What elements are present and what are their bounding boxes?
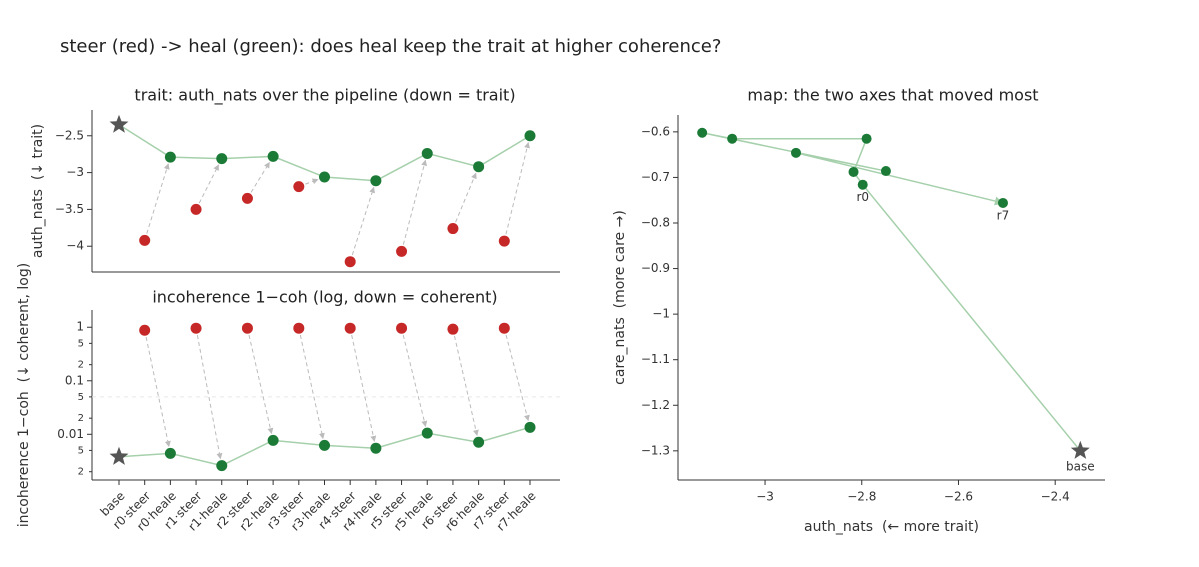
steer-marker xyxy=(344,256,356,268)
transition-arrow xyxy=(305,178,319,185)
x-tick-label: −2.6 xyxy=(944,490,973,504)
transition-arrow xyxy=(299,334,325,440)
heal-marker xyxy=(473,161,485,173)
y-tick-label: 5 xyxy=(78,338,84,349)
y-tick-label: −1.1 xyxy=(641,352,670,366)
transition-arrow xyxy=(198,164,220,204)
y-tick-label: −1 xyxy=(652,307,670,321)
y-tick-label: 2 xyxy=(78,467,84,478)
y-tick-label: −0.9 xyxy=(641,261,670,275)
subplot-title: incoherence 1−coh (log, down = coherent) xyxy=(152,288,497,307)
heal-marker xyxy=(421,427,433,439)
steer-marker xyxy=(447,223,459,235)
transition-arrow xyxy=(455,172,477,223)
steer-marker xyxy=(190,322,202,334)
heal-marker xyxy=(216,460,228,472)
transition-arrow xyxy=(196,334,223,460)
y-tick-label: −1.2 xyxy=(641,398,670,412)
x-axis-title: auth_nats (← more trait) xyxy=(804,519,979,535)
figure-title: steer (red) -> heal (green): does heal k… xyxy=(60,36,721,57)
y-tick-label: 5 xyxy=(78,392,84,403)
steer-marker xyxy=(447,323,459,335)
y-tick-label: −0.6 xyxy=(641,124,670,138)
point-label: r0 xyxy=(856,190,869,204)
y-tick-label: −3 xyxy=(66,165,84,179)
transition-arrow xyxy=(145,336,171,448)
y-axis-title: incoherence 1−coh (↓ coherent, log) xyxy=(16,263,32,527)
base-marker xyxy=(1070,440,1090,459)
x-tick-label: −3 xyxy=(756,490,774,504)
subplot-title: trait: auth_nats over the pipeline (down… xyxy=(134,86,515,106)
heal-marker xyxy=(421,147,433,159)
y-tick-label: 0.01 xyxy=(57,427,84,441)
heal-marker xyxy=(319,171,330,183)
steer-marker xyxy=(241,192,253,204)
heal-marker xyxy=(857,179,868,190)
transition-arrow xyxy=(505,141,530,235)
base-marker xyxy=(109,114,129,133)
steer-marker xyxy=(498,322,510,334)
y-axis-title: care_nats (more care →) xyxy=(612,210,628,385)
y-tick-label: −3.5 xyxy=(55,202,84,216)
trajectory-line xyxy=(702,132,1081,452)
steer-marker xyxy=(344,322,356,334)
heal-marker xyxy=(267,150,279,162)
steer-marker xyxy=(139,324,151,336)
transition-arrow xyxy=(454,335,479,437)
y-tick-label: 2 xyxy=(78,413,84,424)
y-axis-title: auth_nats (↓ trait) xyxy=(30,124,46,258)
steer-marker xyxy=(498,235,510,247)
steer-marker xyxy=(190,203,202,215)
heal-marker xyxy=(267,434,279,446)
y-tick-label: −0.7 xyxy=(641,170,670,184)
point-label: base xyxy=(1066,459,1095,473)
y-tick-label: −2.5 xyxy=(55,128,84,142)
heal-marker xyxy=(473,436,485,448)
heal-marker xyxy=(164,151,176,163)
heal-marker xyxy=(216,153,228,165)
steer-marker xyxy=(293,322,305,334)
heal-marker xyxy=(164,447,176,459)
subplot-title: map: the two axes that moved most xyxy=(747,86,1038,105)
y-tick-label: 5 xyxy=(78,445,84,456)
transition-arrow xyxy=(351,334,377,442)
heal-marker xyxy=(861,133,872,144)
base-marker xyxy=(109,446,129,465)
transition-arrow xyxy=(146,163,170,234)
heal-marker xyxy=(697,127,708,138)
y-tick-label: 0.1 xyxy=(65,373,84,387)
x-tick-label: −2.4 xyxy=(1041,490,1070,504)
y-tick-label: 1 xyxy=(76,320,84,334)
y-tick-label: −1.3 xyxy=(641,443,670,457)
heal-marker xyxy=(370,175,382,187)
steer-marker xyxy=(241,322,253,334)
point-label: r7 xyxy=(997,208,1010,222)
steer-marker xyxy=(396,245,408,257)
heal-marker xyxy=(997,197,1008,208)
transition-arrow xyxy=(250,161,270,193)
y-tick-label: 2 xyxy=(78,360,84,371)
steer-marker xyxy=(396,322,408,334)
y-tick-label: −4 xyxy=(66,239,84,253)
steer-marker xyxy=(293,181,305,193)
heal-marker xyxy=(319,439,330,451)
transition-arrow xyxy=(402,334,428,427)
heal-marker xyxy=(790,147,801,158)
transition-arrow xyxy=(505,334,530,422)
heal-marker xyxy=(524,421,536,433)
transition-arrow xyxy=(402,159,428,245)
heal-marker xyxy=(370,442,382,454)
heal-marker xyxy=(524,130,536,142)
steer-marker xyxy=(139,234,151,246)
transition-arrow xyxy=(351,186,375,256)
y-tick-label: −0.8 xyxy=(641,215,670,229)
heal-marker xyxy=(848,166,859,177)
x-tick-label: −2.8 xyxy=(847,490,876,504)
heal-marker xyxy=(727,133,738,144)
heal-marker xyxy=(880,166,891,177)
transition-arrow xyxy=(248,334,274,435)
